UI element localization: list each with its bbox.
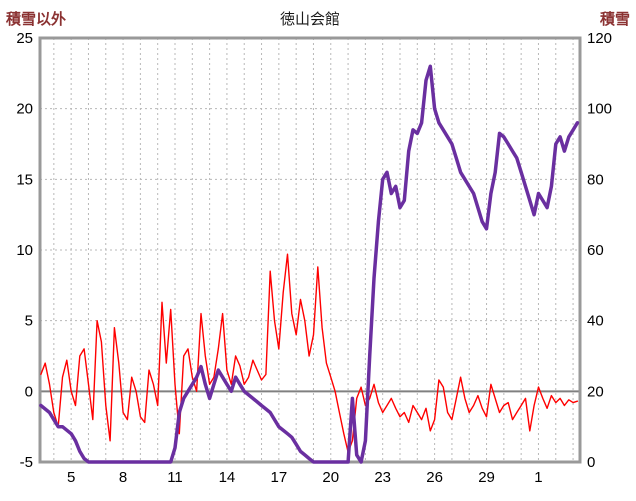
right-axis-tick-label: 40 — [587, 313, 604, 330]
right-axis-tick-label: 100 — [587, 101, 612, 118]
x-axis-tick-label: 8 — [119, 469, 127, 486]
left-axis-tick-label: 10 — [16, 242, 33, 259]
x-axis-tick-label: 20 — [322, 469, 339, 486]
series-line-snow-depth — [39, 64, 580, 464]
series-line-temperature — [40, 253, 579, 453]
left-axis-tick-label: -5 — [20, 454, 33, 471]
right-axis-tick-label: 80 — [587, 171, 604, 188]
x-axis-tick-label: 5 — [67, 469, 75, 486]
left-axis-tick-label: 0 — [25, 383, 33, 400]
x-axis-tick-label: 1 — [534, 469, 542, 486]
left-axis-tick-label: 15 — [16, 171, 33, 188]
x-axis-tick-label: 14 — [219, 469, 236, 486]
x-axis-tick-label: 23 — [374, 469, 391, 486]
right-axis-tick-label: 60 — [587, 242, 604, 259]
chart-title: 徳山会館 — [279, 11, 340, 28]
x-axis-tick-label: 17 — [271, 469, 288, 486]
left-axis-tick-label: 20 — [16, 101, 33, 118]
right-axis-title: 積雪 — [599, 11, 630, 28]
x-axis-tick-label: 26 — [426, 469, 443, 486]
right-axis-tick-label: 20 — [587, 383, 604, 400]
right-axis-tick-label: 0 — [587, 454, 595, 471]
x-axis-tick-label: 11 — [167, 469, 183, 486]
x-axis-tick-label: 29 — [478, 469, 495, 486]
plot-frame — [38, 36, 582, 464]
left-axis-tick-label: 25 — [16, 30, 33, 47]
left-axis-title: 積雪以外 — [6, 11, 67, 28]
left-axis-tick-label: 5 — [25, 313, 33, 330]
right-axis-tick-label: 120 — [587, 30, 612, 47]
